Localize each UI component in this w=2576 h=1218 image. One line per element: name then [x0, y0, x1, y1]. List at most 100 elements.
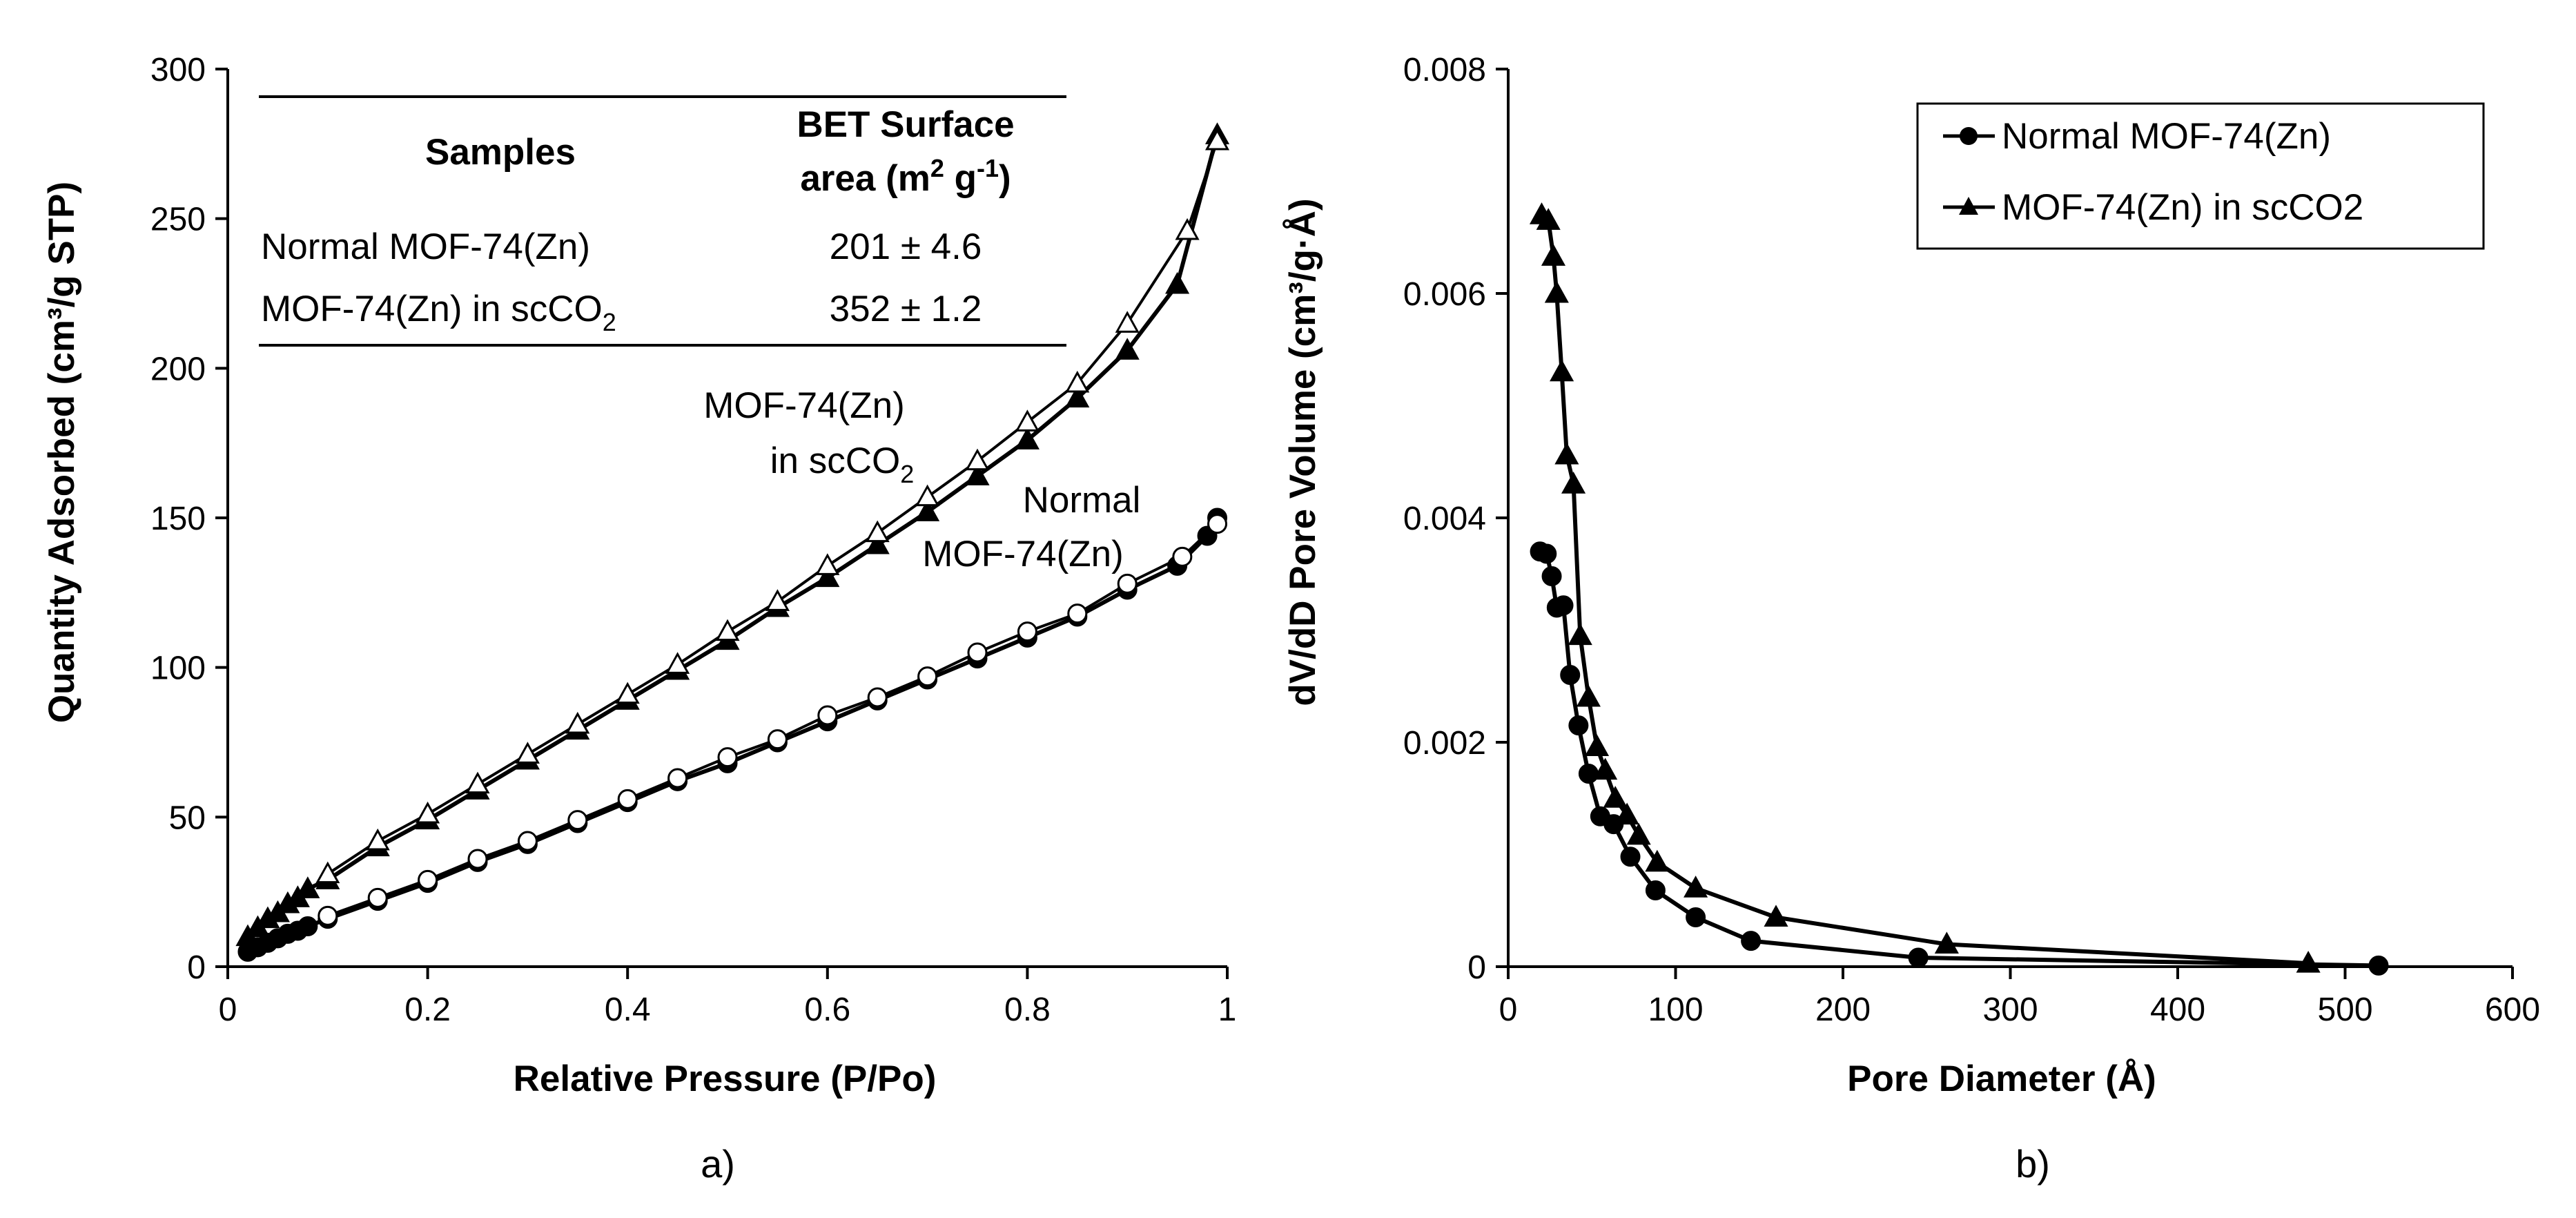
panel-a-point-triangle — [765, 589, 790, 611]
panel-a-point-triangle — [915, 499, 940, 521]
panel-a-point-triangle — [815, 565, 840, 588]
panel-a-point-triangle — [416, 801, 440, 824]
panel-a-point-circle — [1117, 573, 1138, 594]
annotation-normal-line1: Normal — [1023, 480, 1141, 521]
panel-a-point-triangle — [465, 771, 490, 794]
panel-a-point-circle — [467, 849, 488, 869]
panel-a-point-circle — [1207, 514, 1228, 534]
panel-a-y-ticks: 0 50 100 150 200 250 300 — [150, 52, 228, 986]
panel-b-y-tick-label: 0.006 — [1403, 276, 1486, 313]
panel-a-point-circle — [1172, 546, 1193, 567]
panel-a-y-tick-label: 200 — [150, 351, 206, 387]
subscript-2: 2 — [603, 308, 616, 336]
table-row-2-sample: MOF-74(Zn) in scCO2 — [261, 289, 616, 336]
panel-b-point-triangle — [1764, 905, 1788, 927]
panel-a-label: a) — [701, 1142, 735, 1186]
panel-b-point-triangle — [1645, 849, 1670, 872]
panel-b-point-triangle — [1554, 442, 1579, 465]
panel-b-x-tick-label: 300 — [1982, 992, 2038, 1028]
panel-a-point-circle — [1067, 603, 1088, 624]
sup-2: 2 — [930, 154, 944, 182]
panel-b-point-triangle — [1626, 822, 1651, 845]
panel-a-point-circle — [617, 789, 638, 809]
panel-a-point-circle — [717, 747, 738, 768]
panel-b-point-circle — [1536, 543, 1557, 564]
panel-b-point-circle — [1620, 847, 1641, 867]
panel-a-point-triangle — [1015, 409, 1040, 432]
panel-a-y-tick-label: 50 — [169, 800, 206, 836]
panel-b-legend: Normal MOF-74(Zn) MOF-74(Zn) in scCO2 — [1916, 102, 2485, 250]
sup-minus-1: -1 — [977, 154, 999, 182]
legend-label-scco2: MOF-74(Zn) in scCO2 — [2002, 187, 2363, 228]
legend-marker-normal — [1960, 127, 1978, 145]
panel-b-x-tick-label: 400 — [2150, 992, 2205, 1028]
panel-a-series-line — [246, 516, 1220, 954]
panel-b-x-ticks: 0 100 200 300 400 500 600 — [1499, 967, 2540, 1028]
panel-b-y-axis-title: dV/dD Pore Volume (cm³/g·Å) — [1282, 198, 1323, 706]
panel-b-point-triangle — [1934, 931, 1959, 954]
panel-a-point-triangle — [295, 876, 320, 898]
panel-a-point-triangle — [315, 861, 340, 884]
panel-a-point-circle — [297, 916, 318, 936]
panel-b-point-triangle — [1603, 786, 1628, 808]
panel-a-point-circle — [917, 666, 938, 687]
panel-b-point-triangle — [1536, 208, 1561, 230]
panel-a-point-triangle — [865, 532, 890, 554]
annotation-scco2-line1: MOF-74(Zn) — [703, 385, 905, 426]
panel-a-point-circle — [567, 810, 588, 831]
panel-b-point-triangle — [1550, 359, 1574, 382]
panel-a-y-tick-label: 300 — [150, 52, 206, 88]
panel-a-point-circle — [817, 705, 838, 726]
panel-a-x-tick-label: 0 — [219, 992, 237, 1028]
panel-a-point-triangle — [515, 742, 540, 764]
legend-box — [1916, 102, 2485, 250]
bet-inset-table: Samples BET Surface area (m2 g-1) Normal… — [259, 95, 1066, 347]
panel-a-y-tick-label: 0 — [187, 949, 206, 986]
table-row-1-sample: Normal MOF-74(Zn) — [261, 226, 590, 267]
table-row-1-value: 201 ± 4.6 — [830, 226, 982, 267]
panel-a-point-triangle — [1175, 218, 1200, 240]
legend-label-normal: Normal MOF-74(Zn) — [2002, 116, 2331, 157]
panel-a-x-ticks: 0 0.2 0.4 0.6 0.8 1 — [219, 967, 1236, 1028]
table-row-2-value: 352 ± 1.2 — [830, 289, 982, 329]
panel-b-x-axis-title: Pore Diameter (Å) — [1847, 1058, 2156, 1099]
panel-b-y-tick-label: 0 — [1467, 949, 1486, 986]
panel-a-point-circle — [367, 887, 388, 908]
panel-a-point-triangle — [365, 828, 390, 851]
panel-a-point-triangle — [615, 682, 640, 704]
panel-b-x-tick-label: 200 — [1815, 992, 1871, 1028]
panel-b-y-tick-label: 0.002 — [1403, 725, 1486, 762]
panel-b-point-circle — [1541, 566, 1562, 586]
panel-a-point-triangle — [965, 463, 990, 485]
panel-a-point-circle — [967, 642, 988, 663]
panel-a-y-tick-label: 150 — [150, 501, 206, 537]
panel-b-point-circle — [1560, 665, 1581, 685]
panel-a-series — [235, 122, 1230, 962]
panel-a-point-circle — [867, 687, 888, 708]
panel-b-pore-size-distribution: 0 100 200 300 400 500 600 0 0.002 0.004 0.006 0.00… — [1282, 52, 2540, 1186]
panel-a-point-triangle — [565, 711, 590, 734]
panel-a-point-circle — [1017, 621, 1037, 642]
table-header-bet-line2: area (m2 g-1) — [800, 154, 1011, 199]
panel-b-x-tick-label: 100 — [1648, 992, 1703, 1028]
panel-b-x-tick-label: 500 — [2317, 992, 2372, 1028]
annotation-scco2-line2: in scCO2 — [770, 441, 915, 488]
panel-a-point-circle — [667, 768, 688, 789]
panel-a-point-triangle — [1115, 338, 1140, 360]
legend-marker-scco2 — [1959, 197, 1978, 215]
annotation-normal-line2: MOF-74(Zn) — [922, 534, 1124, 574]
panel-a-point-triangle — [715, 619, 740, 641]
panel-a-x-tick-label: 0.6 — [804, 992, 850, 1028]
panel-b-point-triangle — [1614, 802, 1639, 825]
panel-b-label: b) — [2016, 1142, 2050, 1186]
panel-b-x-tick-label: 600 — [2485, 992, 2540, 1028]
panel-b-point-triangle — [1561, 472, 1586, 494]
panel-a-point-triangle — [915, 484, 940, 507]
panel-a-point-circle — [517, 831, 538, 851]
panel-a-point-triangle — [965, 448, 990, 471]
panel-a-point-circle — [418, 869, 438, 890]
panel-b-point-circle — [1553, 595, 1574, 616]
panel-b-point-triangle — [1593, 757, 1618, 780]
panel-a-point-triangle — [1115, 311, 1140, 333]
